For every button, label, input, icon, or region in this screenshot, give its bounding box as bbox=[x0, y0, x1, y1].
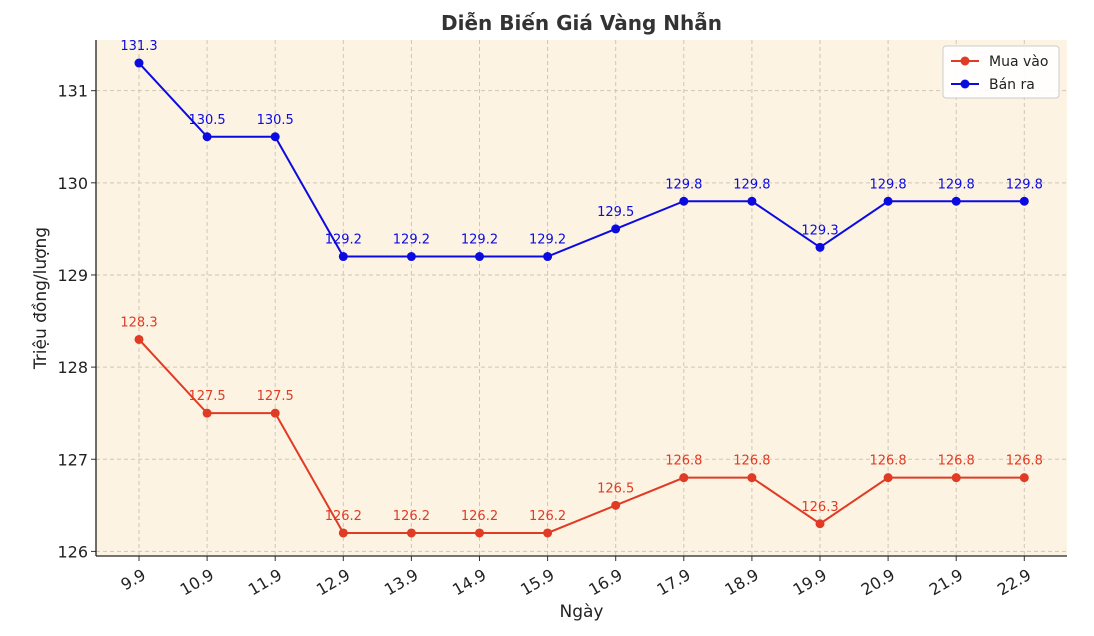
data-label: 126.5 bbox=[597, 481, 634, 496]
legend-label: Bán ra bbox=[989, 77, 1035, 93]
x-tick-label: 9.9 bbox=[117, 565, 149, 594]
legend-item: Bán ra bbox=[951, 77, 1035, 93]
data-label: 128.3 bbox=[120, 315, 157, 330]
x-tick-label: 21.9 bbox=[926, 565, 966, 599]
data-label: 129.2 bbox=[529, 233, 566, 248]
data-point bbox=[815, 519, 825, 529]
data-label: 126.2 bbox=[325, 509, 362, 524]
chart-title: Diễn Biến Giá Vàng Nhẫn bbox=[441, 11, 722, 35]
data-label: 129.8 bbox=[1006, 177, 1043, 192]
data-label: 126.8 bbox=[733, 454, 770, 469]
data-point bbox=[951, 196, 961, 206]
data-point bbox=[611, 224, 621, 234]
data-point bbox=[270, 132, 280, 142]
data-label: 129.8 bbox=[665, 177, 702, 192]
data-point bbox=[270, 408, 280, 418]
grid bbox=[96, 40, 1067, 556]
data-label: 129.2 bbox=[325, 233, 362, 248]
x-tick-label: 10.9 bbox=[177, 565, 217, 599]
series-mua-vao: 128.3 127.5 127.5 126.2 126.2 126.2 126.2 126.5… bbox=[120, 315, 1043, 538]
data-label: 126.8 bbox=[665, 454, 702, 469]
y-tick-label: 128 bbox=[57, 358, 88, 377]
x-axis-title: Ngày bbox=[560, 602, 604, 622]
data-label: 126.2 bbox=[393, 509, 430, 524]
x-tick-label: 20.9 bbox=[858, 565, 898, 599]
data-point bbox=[951, 473, 961, 483]
x-tick-label: 13.9 bbox=[381, 565, 421, 599]
y-tick-label: 130 bbox=[57, 174, 88, 193]
data-label: 126.3 bbox=[801, 500, 838, 515]
data-point bbox=[406, 252, 416, 262]
y-tick-label: 126 bbox=[57, 542, 88, 561]
data-point bbox=[679, 473, 689, 483]
data-label: 127.5 bbox=[188, 389, 225, 404]
x-tick-label: 12.9 bbox=[313, 565, 353, 599]
series-line bbox=[138, 62, 1025, 258]
x-tick-label: 16.9 bbox=[585, 565, 625, 599]
series-line bbox=[138, 338, 1025, 534]
data-point bbox=[475, 252, 484, 262]
series-layer: 128.3 127.5 127.5 126.2 126.2 126.2 126.2 126.5… bbox=[120, 39, 1043, 538]
x-tick-label: 11.9 bbox=[245, 565, 285, 599]
data-label: 126.2 bbox=[529, 509, 566, 524]
data-point bbox=[679, 196, 689, 206]
data-label: 129.2 bbox=[393, 233, 430, 248]
data-point bbox=[747, 196, 757, 206]
data-point bbox=[815, 242, 825, 252]
legend-marker bbox=[960, 56, 970, 66]
data-label: 129.8 bbox=[733, 177, 770, 192]
data-point bbox=[406, 528, 416, 538]
data-point bbox=[747, 473, 757, 483]
legend-marker bbox=[960, 79, 970, 89]
data-label: 129.2 bbox=[461, 233, 498, 248]
data-point bbox=[202, 132, 212, 142]
data-label: 126.8 bbox=[1006, 454, 1043, 469]
data-label: 130.5 bbox=[257, 113, 294, 128]
legend-label: Mua vào bbox=[989, 54, 1048, 70]
x-tick-label: 19.9 bbox=[790, 565, 830, 599]
data-label: 129.3 bbox=[801, 223, 838, 238]
data-point bbox=[1019, 473, 1029, 483]
data-point bbox=[134, 334, 144, 344]
legend: Mua vào Bán ra bbox=[942, 45, 1060, 99]
y-tick-label: 127 bbox=[57, 450, 88, 469]
data-point bbox=[475, 528, 484, 538]
data-label: 130.5 bbox=[188, 113, 225, 128]
data-label: 126.8 bbox=[938, 454, 975, 469]
data-point bbox=[883, 473, 893, 483]
y-tick-label: 131 bbox=[57, 82, 88, 101]
data-point bbox=[1019, 196, 1029, 206]
data-point bbox=[543, 252, 553, 262]
x-tick-label: 17.9 bbox=[653, 565, 693, 599]
data-label: 129.8 bbox=[938, 177, 975, 192]
data-point bbox=[338, 528, 348, 538]
x-tick-label: 18.9 bbox=[722, 565, 762, 599]
x-tick-label: 22.9 bbox=[994, 565, 1034, 599]
data-point bbox=[883, 196, 893, 206]
x-tick-label: 15.9 bbox=[517, 565, 557, 599]
data-label: 126.8 bbox=[869, 454, 906, 469]
data-label: 131.3 bbox=[120, 39, 157, 54]
y-tick-label: 129 bbox=[57, 266, 88, 285]
data-point bbox=[611, 500, 621, 510]
data-point bbox=[338, 252, 348, 262]
x-tick-label: 14.9 bbox=[449, 565, 489, 599]
data-point bbox=[543, 528, 553, 538]
data-point bbox=[134, 58, 144, 68]
data-label: 129.8 bbox=[869, 177, 906, 192]
legend-item: Mua vào bbox=[951, 54, 1048, 70]
data-point bbox=[202, 408, 212, 418]
series-ban-ra: 131.3 130.5 130.5 129.2 129.2 129.2 129.2 129.5… bbox=[120, 39, 1043, 262]
plot-background bbox=[96, 40, 1067, 556]
data-label: 129.5 bbox=[597, 205, 634, 220]
y-axis-title: Triệu đồng/lượng bbox=[30, 227, 51, 370]
data-label: 127.5 bbox=[257, 389, 294, 404]
data-label: 126.2 bbox=[461, 509, 498, 524]
